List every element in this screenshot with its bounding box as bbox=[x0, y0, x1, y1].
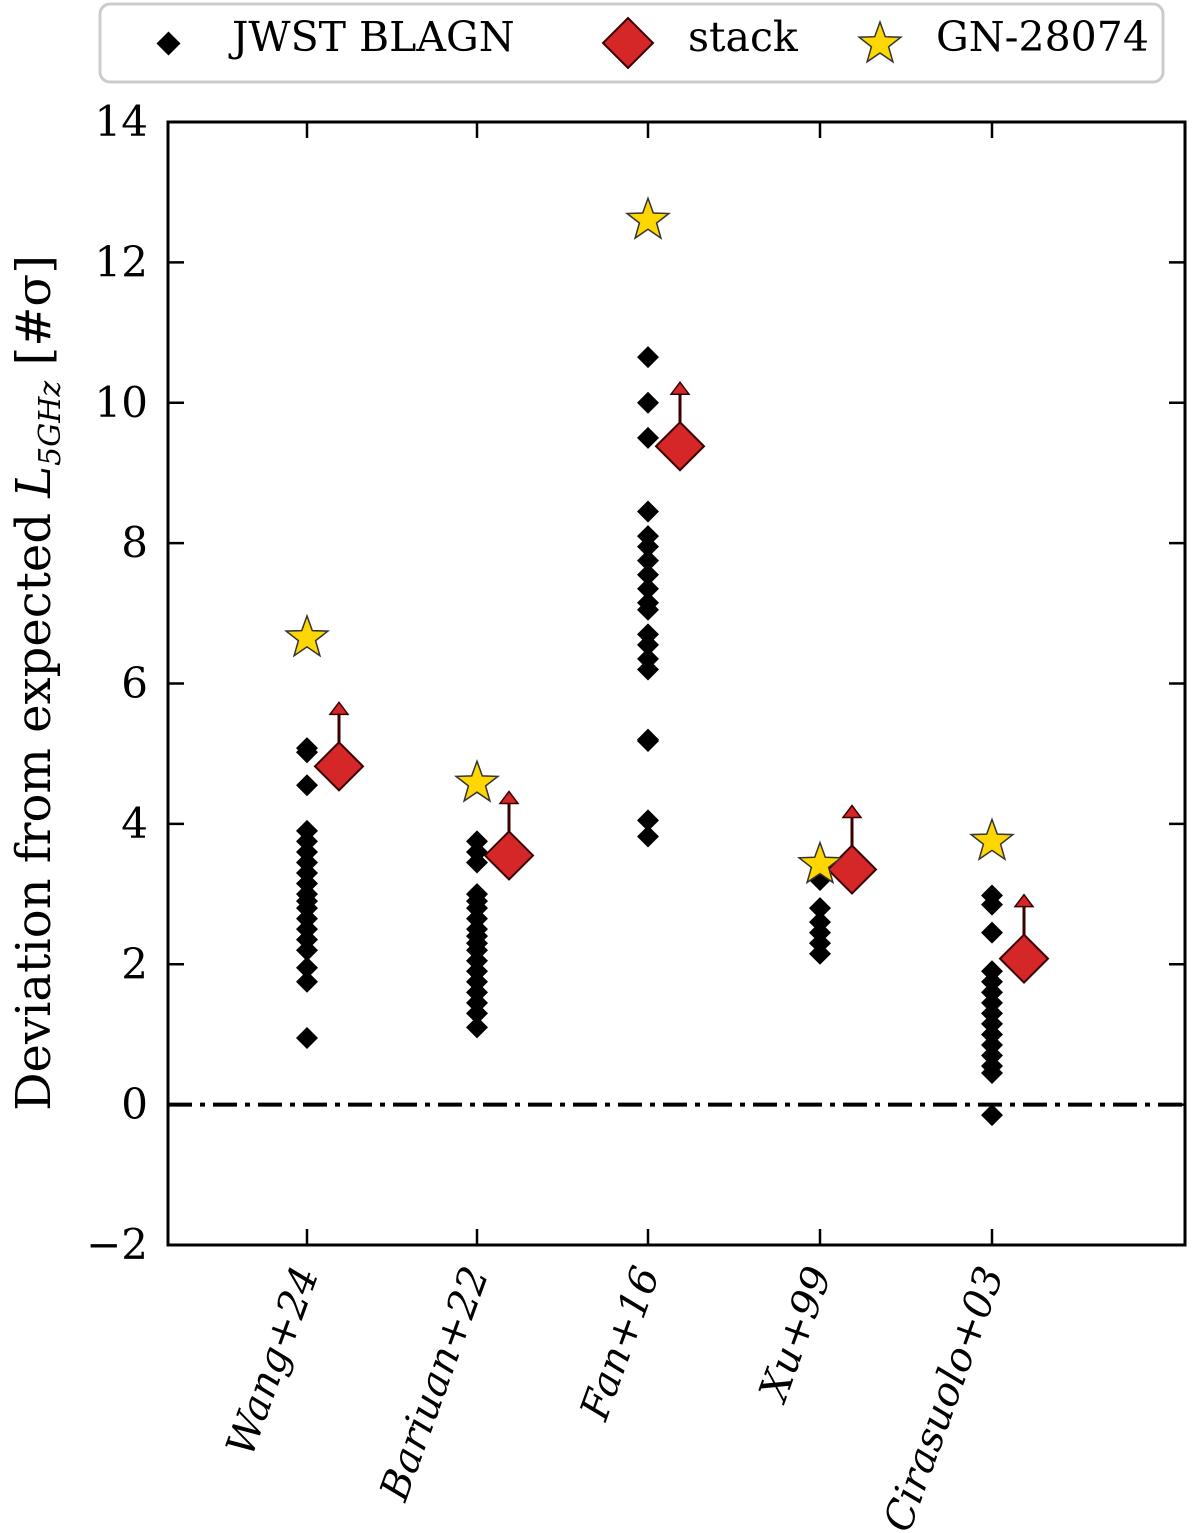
jwst-blagn-point bbox=[637, 500, 659, 523]
svg-text:Deviation from expected L5GHz: Deviation from expected L5GHz [#σ] bbox=[6, 255, 68, 1111]
category-label: Bariuan+22 bbox=[371, 1261, 498, 1508]
jwst-blagn-point bbox=[637, 563, 659, 586]
jwst-blagn-point bbox=[296, 956, 318, 979]
jwst-blagn-point bbox=[637, 426, 659, 449]
jwst-blagn-point bbox=[981, 1062, 1003, 1085]
jwst-blagn-point bbox=[809, 897, 831, 920]
y-tick-label: 2 bbox=[121, 939, 148, 988]
y-axis-label-text: Deviation from expected bbox=[6, 513, 62, 1111]
y-axis-label-subscript: 5GHz bbox=[33, 381, 68, 466]
jwst-blagn-point bbox=[637, 633, 659, 656]
y-tick-label: 8 bbox=[121, 518, 148, 567]
jwst-blagn-point bbox=[466, 851, 488, 874]
jwst-blagn-point bbox=[637, 658, 659, 681]
stack-point bbox=[826, 804, 878, 895]
legend-marker-jwst-blagn bbox=[156, 31, 181, 56]
gn-28074-point bbox=[284, 613, 330, 658]
jwst-blagn-point bbox=[981, 1104, 1003, 1127]
y-tick-label: 10 bbox=[95, 378, 148, 427]
y-axis-label: Deviation from expected L5GHz [#σ] bbox=[6, 255, 68, 1111]
y-ticks: −2 0 2 4 6 8 10 12 14 bbox=[86, 97, 1185, 1269]
category-label: Xu+99 bbox=[750, 1261, 842, 1410]
data-marks bbox=[284, 196, 1050, 1127]
gn-28074-point bbox=[624, 196, 672, 240]
y-tick-label: 14 bbox=[95, 97, 148, 146]
stack-point bbox=[483, 790, 535, 881]
jwst-blagn-point bbox=[637, 730, 659, 753]
jwst-blagn-point bbox=[637, 598, 659, 621]
jwst-blagn-point bbox=[981, 893, 1003, 916]
legend-label-gn-28074: GN-28074 bbox=[936, 13, 1149, 61]
stack-point bbox=[313, 701, 365, 792]
jwst-blagn-point bbox=[981, 921, 1003, 944]
jwst-blagn-point bbox=[296, 741, 318, 764]
jwst-blagn-point bbox=[296, 774, 318, 797]
y-axis-label-unit: [#σ] bbox=[6, 255, 62, 365]
category-label: Wang+24 bbox=[218, 1261, 329, 1462]
category-label: Fan+16 bbox=[571, 1261, 669, 1427]
plot-frame bbox=[166, 120, 1187, 1247]
legend-label-stack: stack bbox=[688, 13, 799, 61]
legend: JWST BLAGN stack GN-28074 bbox=[98, 2, 1165, 84]
jwst-blagn-point bbox=[296, 970, 318, 993]
legend-marker-stack bbox=[601, 16, 655, 70]
x-ticks: Wang+24 Bariuan+22 Fan+16 Xu+99 Cirasuolo+03 bbox=[218, 122, 1013, 1533]
jwst-blagn-point bbox=[637, 577, 659, 600]
y-tick-label: 0 bbox=[121, 1080, 148, 1129]
jwst-blagn-point bbox=[637, 825, 659, 848]
y-tick-label: 12 bbox=[95, 237, 148, 286]
stack-point bbox=[654, 381, 706, 472]
legend-marker-gn-28074 bbox=[857, 19, 903, 64]
jwst-blagn-point bbox=[637, 346, 659, 369]
legend-label-jwst-blagn: JWST BLAGN bbox=[228, 13, 515, 61]
y-tick-label: 4 bbox=[121, 799, 148, 848]
jwst-blagn-point bbox=[296, 939, 318, 962]
y-tick-label: −2 bbox=[86, 1220, 148, 1269]
y-axis-label-symbol: L bbox=[6, 466, 62, 499]
jwst-blagn-point bbox=[637, 809, 659, 832]
gn-28074-point bbox=[969, 817, 1015, 861]
gn-28074-point bbox=[453, 758, 501, 803]
jwst-blagn-point bbox=[466, 1002, 488, 1025]
jwst-blagn-point bbox=[637, 549, 659, 572]
jwst-blagn-point bbox=[809, 942, 831, 965]
jwst-blagn-point bbox=[466, 1016, 488, 1039]
y-tick-label: 6 bbox=[121, 659, 148, 708]
category-label: Cirasuolo+03 bbox=[875, 1261, 1013, 1533]
jwst-blagn-point bbox=[637, 535, 659, 558]
gn-28074-point bbox=[797, 840, 843, 885]
axes: −2 0 2 4 6 8 10 12 14 Wang+24 Bariuan+22 Fan+16 Xu+… bbox=[86, 97, 1187, 1533]
jwst-blagn-point bbox=[637, 391, 659, 414]
stack-point bbox=[998, 893, 1050, 985]
jwst-blagn-point bbox=[296, 1026, 318, 1049]
